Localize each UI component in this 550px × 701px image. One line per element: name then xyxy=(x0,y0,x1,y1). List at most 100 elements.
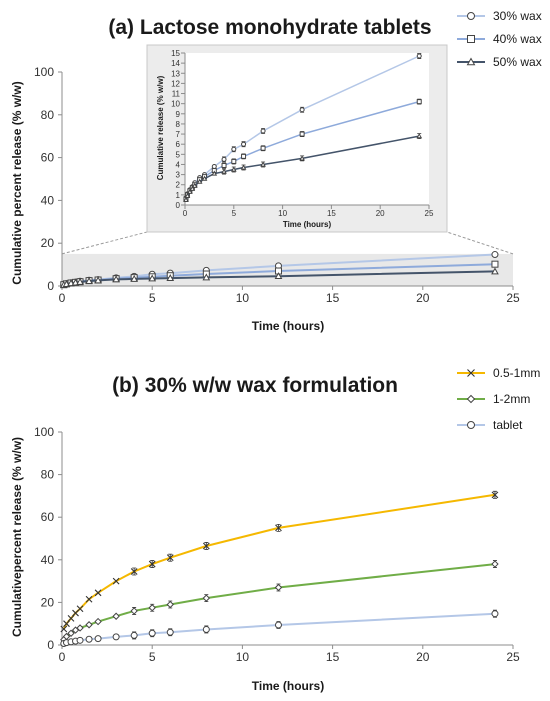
chart-a-y-tick-label: 80 xyxy=(41,108,55,122)
chart-b-series-0-point xyxy=(148,560,156,568)
chart-a-inset-y-tick-label: 1 xyxy=(176,191,181,200)
chart-a-legend: 30% wax 40% wax 50% wax xyxy=(457,9,542,69)
chart-a-series-2-point xyxy=(112,275,120,283)
chart-a-inset-y-tick-label: 2 xyxy=(176,181,181,190)
inset-plot-area xyxy=(185,53,429,205)
chart-b-series-0-point xyxy=(94,589,102,597)
chart-a-x-tick-label: 10 xyxy=(236,291,250,305)
chart-a-legend-label-1: 40% wax xyxy=(493,32,542,46)
chart-b-series-1-point xyxy=(491,560,499,568)
chart-b-y-tick-label: 80 xyxy=(41,468,55,482)
chart-b-series-0-point xyxy=(202,542,210,550)
chart-a-inset-x-tick-label: 20 xyxy=(376,209,385,218)
chart-b-series-0-point xyxy=(67,614,75,622)
chart-a-x-tick-label: 0 xyxy=(59,291,66,305)
chart-a-ylabel: Cumulative percent release (% w/w) xyxy=(10,81,24,284)
chart-b-series-2-point xyxy=(491,610,499,618)
chart-b-series-2-point xyxy=(148,629,156,637)
zoom-connector-right xyxy=(446,231,514,255)
chart-b-legend-label-2: tablet xyxy=(493,418,523,432)
chart-b-title: (b) 30% w/w wax formulation xyxy=(112,374,398,397)
chart-a-inset-x-tick-label: 25 xyxy=(425,209,434,218)
chart-a-legend-label-2: 50% wax xyxy=(493,55,542,69)
chart-b-series-1-point xyxy=(94,617,102,626)
chart-a-inset-y-tick-label: 9 xyxy=(176,110,181,119)
chart-a-inset-y-tick-label: 14 xyxy=(171,59,180,68)
chart-b-series-1-point xyxy=(202,594,211,602)
chart-b-legend-marker-0 xyxy=(467,369,475,377)
chart-b-series-1-point xyxy=(76,624,84,632)
chart-a-inset-series-2-point xyxy=(201,175,208,181)
chart-a-y-tick-label: 100 xyxy=(34,65,54,79)
chart-a-inset-series-2-point xyxy=(187,188,193,194)
chart-a-inset-y-tick-label: 13 xyxy=(171,69,180,78)
chart-a-series-0-point xyxy=(491,251,499,259)
chart-a-inset-series-2-point xyxy=(183,196,189,203)
chart-a-inset-series-0-point xyxy=(416,53,422,59)
chart-b-series-1-point xyxy=(85,621,93,629)
chart-a-y-tick-label: 0 xyxy=(47,279,54,293)
chart-a-inset-series-2-point xyxy=(184,192,191,198)
chart-a-y-tick-label: 20 xyxy=(41,236,55,250)
chart-a-inset-series-2-point xyxy=(191,182,198,188)
chart-a-inset-y-tick-label: 10 xyxy=(171,100,180,109)
chart-a-inset-series-0-point xyxy=(231,146,237,152)
chart-b-x-tick-label: 15 xyxy=(326,650,340,664)
chart-a-inset-series-0-point xyxy=(260,128,266,134)
chart-a-x-tick-label: 15 xyxy=(326,291,340,305)
chart-a-series-2-point xyxy=(274,272,283,280)
chart-b-series-2-point xyxy=(202,625,210,633)
chart-a-series-2-point xyxy=(491,267,499,275)
chart-b-series-0-point xyxy=(63,620,70,628)
chart-b-y-tick-label: 60 xyxy=(41,510,55,524)
chart-a-inset-x-tick-label: 15 xyxy=(327,209,336,218)
chart-a-legend-label-0: 30% wax xyxy=(493,9,542,23)
chart-a-series-2-point xyxy=(166,274,175,281)
chart-b-legend-marker-2 xyxy=(467,421,475,429)
chart-a-legend-marker-1 xyxy=(467,35,475,43)
chart-b-legend-marker-1 xyxy=(466,394,476,404)
chart-b-series-0-point xyxy=(491,491,499,499)
chart-b-series-2-point xyxy=(76,636,84,644)
chart-b-series-2-point xyxy=(94,635,102,643)
chart-a-inset-series-2-point xyxy=(230,166,237,172)
chart-a-series-2-point xyxy=(202,273,211,281)
chart-b-series-1-point xyxy=(274,583,283,592)
chart-b-x-tick-label: 20 xyxy=(416,650,430,664)
chart-a-inset-series-2-point xyxy=(416,133,423,139)
chart-a-x-tick-label: 25 xyxy=(506,291,520,305)
chart-a-inset-series-1-point xyxy=(241,153,247,159)
chart-a-inset-y-tick-label: 3 xyxy=(176,171,181,180)
chart-b-plot: 0 5 10 15 20 25 0 20 40 60 80 100 xyxy=(34,425,520,664)
chart-b-series-2-point xyxy=(166,628,174,636)
chart-a-series-2-point xyxy=(94,276,102,284)
chart-a-inset-xlabel: Time (hours) xyxy=(283,220,332,229)
chart-a-inset-series-1-point xyxy=(231,158,237,164)
chart-a-inset-y-tick-label: 4 xyxy=(176,160,181,169)
chart-b-x-tick-label: 10 xyxy=(236,650,250,664)
chart-a-inset-ylabel: Cumulative release (% w/w) xyxy=(156,75,165,180)
chart-a-inset-series-1-point xyxy=(260,145,266,151)
chart-a-inset-series-1-point xyxy=(416,99,422,105)
chart-a-inset-x-tick-label: 0 xyxy=(183,209,188,218)
chart-b-x-tick-label: 0 xyxy=(59,650,66,664)
chart-b-series-2-point xyxy=(274,621,282,629)
chart-b-series-line-0 xyxy=(62,493,496,630)
chart-b-series-0-point xyxy=(112,577,120,585)
chart-b-series-2-point xyxy=(112,633,120,641)
chart-a-xlabel: Time (hours) xyxy=(252,319,324,333)
chart-b-y-tick-label: 20 xyxy=(41,595,55,609)
zoom-connector-left xyxy=(61,231,148,255)
chart-b-series-2-point xyxy=(85,635,93,643)
chart-a-inset-y-tick-label: 0 xyxy=(176,201,181,210)
chart-b-series-0-point xyxy=(76,605,84,613)
chart-a-inset-series-0-point xyxy=(211,163,217,169)
chart-a-inset-series-2-point xyxy=(221,168,227,174)
chart-a-title: (a) Lactose monohydrate tablets xyxy=(108,16,431,39)
chart-a-y-tick-label: 60 xyxy=(41,151,55,165)
chart-b-x-tick-label: 5 xyxy=(149,650,156,664)
chart-b-series-2-point xyxy=(130,631,138,639)
